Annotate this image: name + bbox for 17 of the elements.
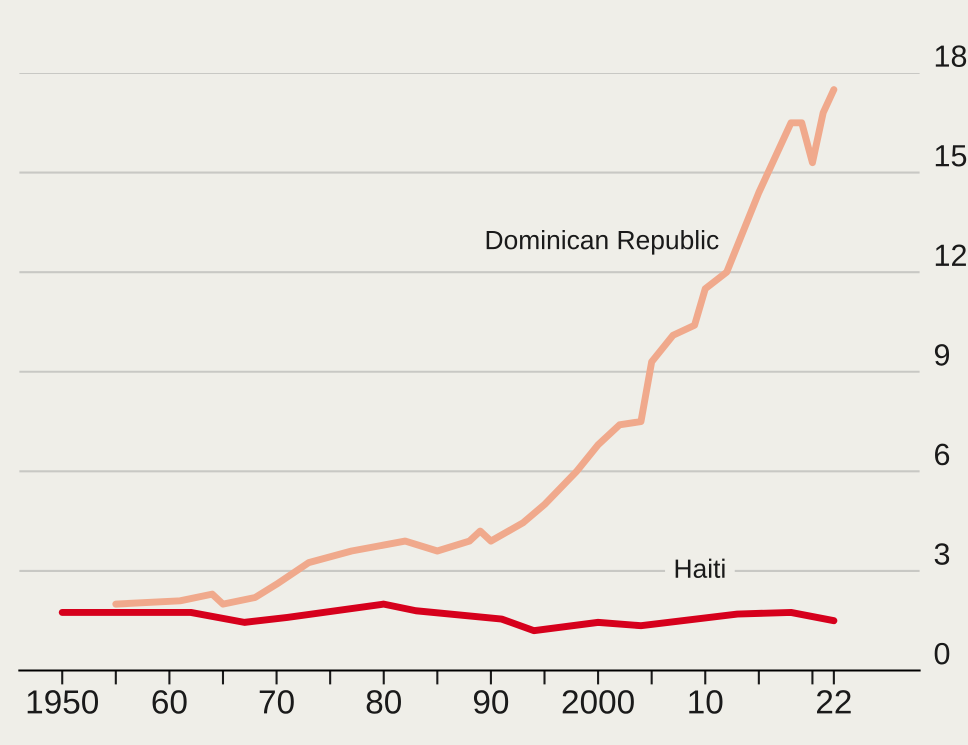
series-label: Dominican Republic	[486, 230, 719, 255]
x-tick-label: 22	[817, 690, 851, 714]
y-tick-label: 12	[936, 244, 966, 266]
y-tick-label: 9	[934, 344, 950, 366]
x-tick-label: 2000	[562, 690, 634, 714]
y-tick-label: 6	[935, 444, 950, 466]
x-tick-label: 90	[474, 690, 508, 714]
y-tick-label: 18	[936, 45, 966, 67]
y-tick-label: 0	[934, 642, 950, 664]
x-tick-label: 1950	[28, 690, 98, 714]
y-tick-label: 3	[934, 543, 950, 565]
y-tick-label: 15	[936, 145, 966, 167]
x-tick-label: 10	[689, 690, 722, 714]
x-tick-label: 60	[152, 690, 187, 714]
x-tick-label: 70	[260, 690, 294, 714]
series-label: Haiti	[676, 558, 725, 578]
x-tick-label: 80	[366, 690, 401, 714]
